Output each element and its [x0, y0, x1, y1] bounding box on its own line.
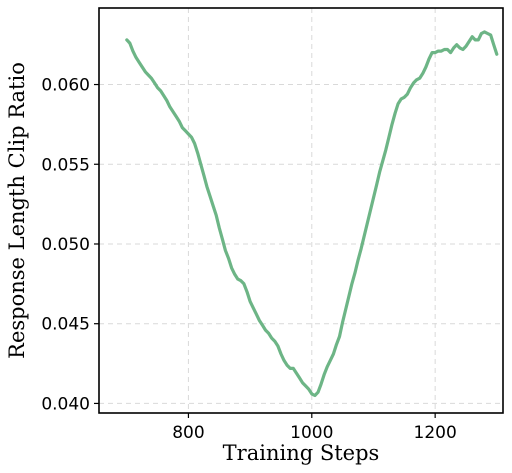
x-tick-label: 1000	[290, 423, 333, 443]
plot-frame	[98, 7, 504, 414]
y-tick-label: 0.055	[41, 155, 90, 175]
y-tick-label: 0.060	[41, 76, 90, 96]
x-tick-label: 800	[172, 423, 204, 443]
y-axis-label: Response Length Clip Ratio	[5, 62, 29, 359]
series-line	[125, 30, 499, 398]
y-tick-label: 0.040	[41, 394, 90, 414]
ticks: 800 1000 1200 0.040 0.045 0.050 0.055 0.060	[41, 76, 456, 443]
y-tick-label: 0.050	[41, 235, 90, 255]
x-axis-label: Training Steps	[223, 441, 380, 465]
grid	[99, 8, 503, 413]
y-tick-label: 0.045	[41, 315, 90, 335]
x-tick-label: 1200	[414, 423, 457, 443]
series-layer	[125, 30, 499, 398]
